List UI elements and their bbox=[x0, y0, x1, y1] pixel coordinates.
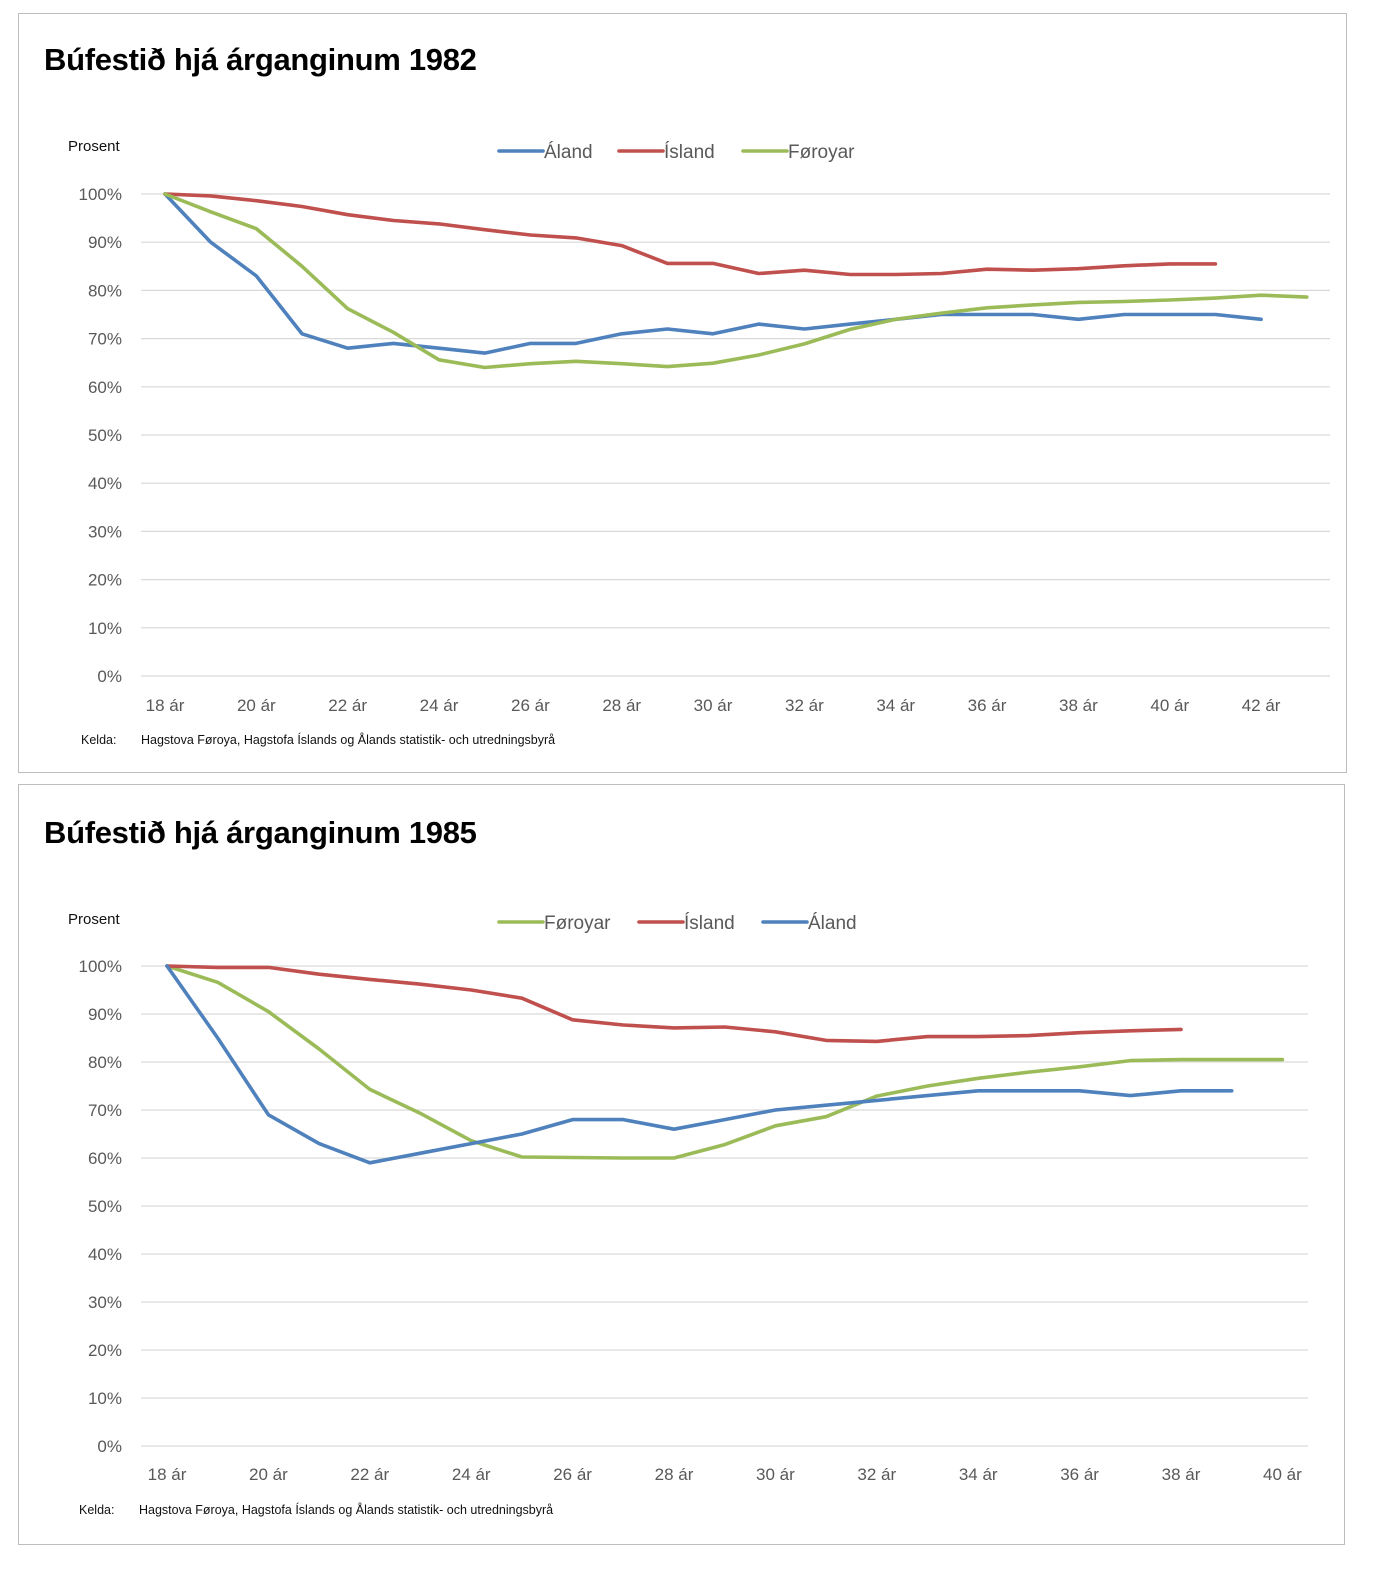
legend-label: Føroyar bbox=[544, 913, 611, 934]
y-tick-label: 80% bbox=[88, 1053, 122, 1072]
x-tick-label: 28 ár bbox=[602, 696, 641, 715]
y-tick-label: 70% bbox=[88, 1101, 122, 1120]
x-tick-label: 30 ár bbox=[756, 1465, 795, 1484]
legend-label: Áland bbox=[808, 913, 857, 934]
y-tick-label: 90% bbox=[88, 1005, 122, 1024]
x-tick-label: 34 ár bbox=[876, 696, 915, 715]
source-text: Hagstova Føroya, Hagstofa Íslands og Åla… bbox=[141, 733, 556, 747]
y-tick-label: 50% bbox=[88, 1197, 122, 1216]
x-tick-label: 36 ár bbox=[968, 696, 1007, 715]
chart-title: Búfestið hjá árganginum 1985 bbox=[44, 815, 477, 850]
legend-item-foroyar: Føroyar bbox=[741, 142, 855, 163]
x-tick-label: 20 ár bbox=[249, 1465, 288, 1484]
y-tick-label: 60% bbox=[88, 378, 122, 397]
y-axis-label: Prosent bbox=[68, 138, 120, 155]
series-line-island bbox=[163, 192, 1218, 277]
y-tick-label: 10% bbox=[88, 1389, 122, 1408]
series-line-aland bbox=[165, 964, 1234, 1165]
x-tick-label: 18 ár bbox=[146, 696, 185, 715]
x-tick-label: 28 ár bbox=[655, 1465, 694, 1484]
y-axis-label: Prosent bbox=[68, 911, 120, 928]
legend-item-island: Ísland bbox=[617, 142, 715, 163]
line-chart-1982: 0% 10% 20% 30% 40% 50% 60% 70% 80% 90% 100% 18 ár 20… bbox=[79, 142, 1330, 715]
series-line-aland bbox=[163, 192, 1263, 355]
x-tick-label: 40 ár bbox=[1263, 1465, 1302, 1484]
legend-label: Føroyar bbox=[788, 142, 855, 163]
x-tick-label: 24 ár bbox=[452, 1465, 491, 1484]
y-tick-label: 0% bbox=[97, 667, 122, 686]
chart-panel-1985: Búfestið hjá árganginum 1985 Prosent Kel… bbox=[18, 784, 1345, 1545]
x-tick-label: 22 ár bbox=[328, 696, 367, 715]
x-tick-label: 38 ár bbox=[1162, 1465, 1201, 1484]
source-text: Hagstova Føroya, Hagstofa Íslands og Åla… bbox=[139, 1503, 554, 1517]
source-note: Kelda: Hagstova Føroya, Hagstofa Íslands … bbox=[81, 733, 555, 747]
x-tick-label: 24 ár bbox=[420, 696, 459, 715]
source-note: Kelda: Hagstova Føroya, Hagstofa Íslands … bbox=[79, 1503, 553, 1517]
x-tick-label: 38 ár bbox=[1059, 696, 1098, 715]
source-label: Kelda: bbox=[81, 733, 117, 747]
x-tick-label: 36 ár bbox=[1060, 1465, 1099, 1484]
x-tick-label: 32 ár bbox=[785, 696, 824, 715]
y-tick-label: 100% bbox=[79, 185, 122, 204]
y-tick-label: 0% bbox=[97, 1437, 122, 1456]
legend-item-island: Ísland bbox=[637, 913, 735, 934]
source-label: Kelda: bbox=[79, 1503, 115, 1517]
y-tick-label: 20% bbox=[88, 1341, 122, 1360]
y-tick-label: 40% bbox=[88, 1245, 122, 1264]
y-tick-label: 70% bbox=[88, 330, 122, 349]
chart-panel-1982: Búfestið hjá árganginum 1982 Prosent Kel… bbox=[18, 13, 1347, 773]
x-tick-label: 18 ár bbox=[148, 1465, 187, 1484]
line-chart-1985: 0% 10% 20% 30% 40% 50% 60% 70% 80% 90% 100% 18 ár 20… bbox=[79, 913, 1308, 1484]
x-tick-label: 22 ár bbox=[350, 1465, 389, 1484]
y-tick-label: 30% bbox=[88, 522, 122, 541]
x-tick-label: 30 ár bbox=[694, 696, 733, 715]
series-line-island bbox=[165, 964, 1183, 1044]
x-tick-label: 32 ár bbox=[857, 1465, 896, 1484]
x-tick-label: 26 ár bbox=[553, 1465, 592, 1484]
x-tick-label: 20 ár bbox=[237, 696, 276, 715]
x-tick-label: 42 ár bbox=[1242, 696, 1281, 715]
legend-label: Ísland bbox=[664, 142, 715, 163]
y-tick-label: 30% bbox=[88, 1293, 122, 1312]
series-line-foroyar bbox=[163, 192, 1309, 370]
x-tick-label: 40 ár bbox=[1150, 696, 1189, 715]
legend-item-foroyar: Føroyar bbox=[497, 913, 611, 934]
y-tick-label: 10% bbox=[88, 619, 122, 638]
y-tick-label: 80% bbox=[88, 281, 122, 300]
legend-label: Áland bbox=[544, 142, 593, 163]
y-tick-label: 50% bbox=[88, 426, 122, 445]
y-tick-label: 100% bbox=[79, 957, 122, 976]
y-tick-label: 20% bbox=[88, 571, 122, 590]
legend-item-aland: Áland bbox=[497, 142, 593, 163]
chart-title: Búfestið hjá árganginum 1982 bbox=[44, 42, 477, 77]
x-tick-label: 26 ár bbox=[511, 696, 550, 715]
y-tick-label: 40% bbox=[88, 474, 122, 493]
y-tick-label: 90% bbox=[88, 233, 122, 252]
series-line-foroyar bbox=[165, 964, 1285, 1160]
legend-item-aland: Áland bbox=[761, 913, 857, 934]
legend-label: Ísland bbox=[684, 913, 735, 934]
y-tick-label: 60% bbox=[88, 1149, 122, 1168]
x-tick-label: 34 ár bbox=[959, 1465, 998, 1484]
